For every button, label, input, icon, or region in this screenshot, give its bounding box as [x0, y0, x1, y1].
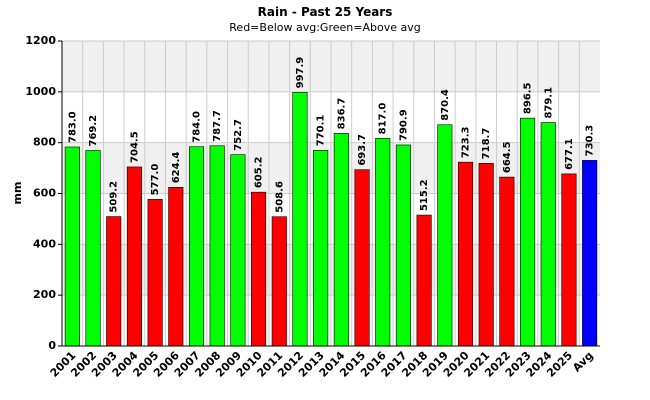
y-tick-label: 0	[48, 339, 56, 352]
bar-2019	[437, 124, 453, 347]
bar-2012	[292, 92, 308, 347]
value-label: 997.9	[295, 57, 306, 89]
value-label: 896.5	[523, 82, 534, 114]
y-tick-label: 800	[33, 136, 56, 149]
bar-2010	[251, 191, 267, 347]
value-label: 752.7	[233, 119, 244, 151]
value-label: 605.2	[254, 157, 265, 189]
bar-2008	[209, 145, 225, 347]
bar-2016	[375, 138, 391, 347]
value-label: 784.0	[192, 111, 203, 143]
value-label: 704.5	[129, 131, 140, 163]
bar-2014	[333, 133, 349, 347]
y-tick-label: 600	[33, 187, 56, 200]
bar-2009	[230, 154, 246, 347]
x-tick-label: Avg	[570, 349, 596, 375]
y-tick-label: 1200	[25, 34, 56, 47]
value-label: 769.2	[88, 115, 99, 147]
bar-2023	[520, 117, 536, 347]
bar-2018	[416, 214, 432, 347]
bar-2024	[540, 122, 556, 347]
value-label: 508.6	[274, 181, 285, 213]
value-label: 577.0	[150, 164, 161, 196]
bar-2002	[85, 150, 101, 347]
plot-area: 783.02001769.22002509.22003704.52004577.…	[25, 34, 600, 380]
bar-2006	[168, 186, 184, 347]
bar-2021	[478, 163, 494, 347]
bar-2001	[64, 146, 80, 347]
value-label: 790.9	[398, 109, 409, 141]
bar-2025	[561, 173, 577, 347]
bar-2004	[126, 166, 142, 347]
value-label: 879.1	[543, 87, 554, 119]
value-label: 664.5	[502, 141, 513, 173]
value-label: 836.7	[336, 98, 347, 130]
bar-2022	[499, 176, 515, 347]
value-label: 817.0	[378, 103, 389, 135]
y-tick-label: 400	[33, 237, 56, 250]
bar-avg	[582, 160, 598, 347]
value-label: 718.7	[481, 128, 492, 160]
chart-subtitle: Red=Below avg:Green=Above avg	[229, 21, 420, 34]
y-tick-label: 1000	[25, 85, 56, 98]
chart-title: Rain - Past 25 Years	[258, 5, 393, 19]
value-label: 677.1	[564, 138, 575, 170]
value-label: 693.7	[357, 134, 368, 166]
bar-2007	[188, 146, 205, 347]
bar-2005	[147, 199, 163, 347]
bar-2013	[313, 149, 329, 347]
value-label: 624.4	[171, 152, 182, 184]
bar-2003	[106, 216, 122, 347]
bar-2017	[395, 144, 411, 347]
value-label: 787.7	[212, 110, 223, 142]
value-label: 870.4	[440, 89, 451, 121]
bar-2020	[457, 161, 474, 347]
bar-2015	[354, 169, 370, 347]
value-label: 783.0	[67, 111, 78, 143]
y-axis-label: mm	[11, 182, 24, 205]
value-label: 770.1	[316, 115, 327, 147]
value-label: 515.2	[419, 179, 430, 211]
y-tick-label: 200	[33, 288, 56, 301]
value-label: 509.2	[109, 181, 120, 213]
bar-2011	[271, 216, 287, 347]
value-label: 730.3	[585, 125, 596, 157]
value-label: 723.3	[461, 126, 472, 158]
